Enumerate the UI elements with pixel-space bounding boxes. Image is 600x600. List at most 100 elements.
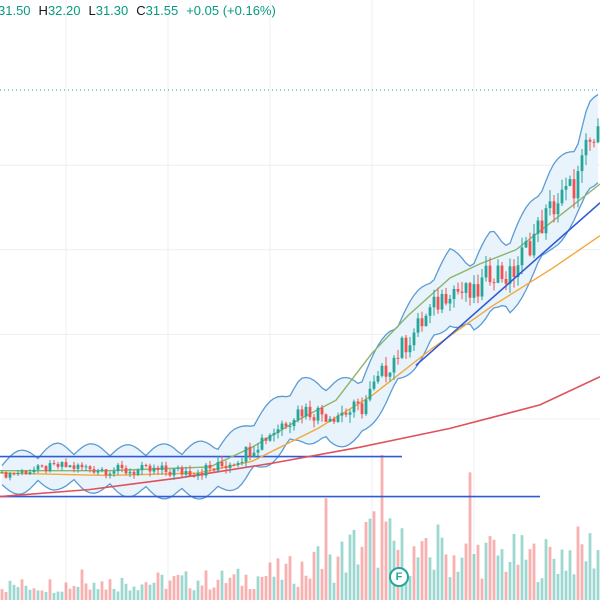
volume-bar [112,588,116,600]
candle-body [488,265,492,283]
candle-body [4,472,8,478]
earnings-flag-icon[interactable]: F [389,567,409,587]
volume-bar [508,561,512,600]
candle-body [112,471,116,474]
volume-bar [500,549,504,600]
candle-body [8,473,12,478]
candle-body [16,472,20,475]
candle-body [132,471,136,475]
candle-body [204,464,208,476]
volume-bar [48,579,52,600]
candle-body [472,284,476,298]
volume-bar [340,541,344,600]
candle-body [492,282,496,284]
candle-body [12,473,16,475]
candle-body [136,470,140,475]
candle-body [88,466,92,470]
volume-bar [88,589,92,600]
moving-average-mid [0,235,600,477]
volume-bar [196,580,200,600]
candle-body [196,473,200,477]
volume-bar [216,579,220,600]
candle-body [308,406,312,418]
volume-bar [192,590,196,600]
volume-bar [308,578,312,600]
candle-body [296,409,300,421]
candle-body [520,247,524,266]
candle-body [72,465,76,469]
candle-body [160,465,164,471]
volume-bar [256,576,260,600]
volume-bar [568,550,572,600]
volume-bar [400,528,404,600]
candle-body [536,220,540,234]
volume-bar [480,578,484,600]
candle-body [244,446,248,462]
volume-bar [524,559,528,600]
candle-body [116,464,120,472]
volume-bar [184,571,188,600]
volume-bar [24,585,28,600]
volume-bar [328,554,332,600]
volume-bar [324,498,328,600]
volume-bar [52,592,56,600]
volume-bar [292,583,296,600]
candle-body [84,466,88,468]
candle-body [312,417,316,421]
volume-bar [428,557,432,600]
volume-bar [92,582,96,600]
volume-bar [372,511,376,600]
low-label: L [88,3,96,18]
high-label: H [38,3,48,18]
candle-body [548,201,552,209]
volume-bar [224,583,228,600]
volume-bar [168,580,172,600]
candle-body [264,437,268,441]
candle-body [440,293,444,310]
volume-bar [288,556,292,600]
candle-body [236,463,240,465]
moving-average-long [0,375,600,498]
volume-bar [128,590,132,600]
volume-bar [576,526,580,600]
candle-body [344,412,348,415]
candle-body [444,293,448,304]
volume-bar [548,546,552,600]
candle-body [248,446,252,457]
candle-body [300,409,304,417]
volume-bar [188,588,192,600]
candle-body [252,452,256,457]
volume-bar [208,589,212,600]
volume-bar [560,549,564,600]
candle-body [216,461,220,471]
volume-bar [304,575,308,600]
candle-body [516,265,520,277]
volume-bar [100,581,104,600]
high-value: 32.20 [47,3,81,18]
volume-bar [8,580,12,600]
candle-body [324,414,328,422]
candle-body [432,296,436,308]
candle-body [40,465,44,467]
volume-bar [148,584,152,600]
candle-body [568,179,572,186]
candle-body [328,418,332,422]
volume-bar [344,572,348,600]
candle-body [564,185,568,190]
volume-bar [32,588,36,600]
candle-body [260,437,264,450]
volume-bar [76,586,80,600]
candle-body [36,465,40,470]
volume-bar [504,571,508,600]
candle-body [108,473,112,476]
candle-body [200,473,204,476]
candle-body [368,388,372,400]
volume-bar [232,574,236,600]
candle-body [400,337,404,358]
volume-bar [296,586,300,600]
candle-body [164,465,168,473]
volume-bar [336,556,340,600]
volume-bar [80,569,84,600]
